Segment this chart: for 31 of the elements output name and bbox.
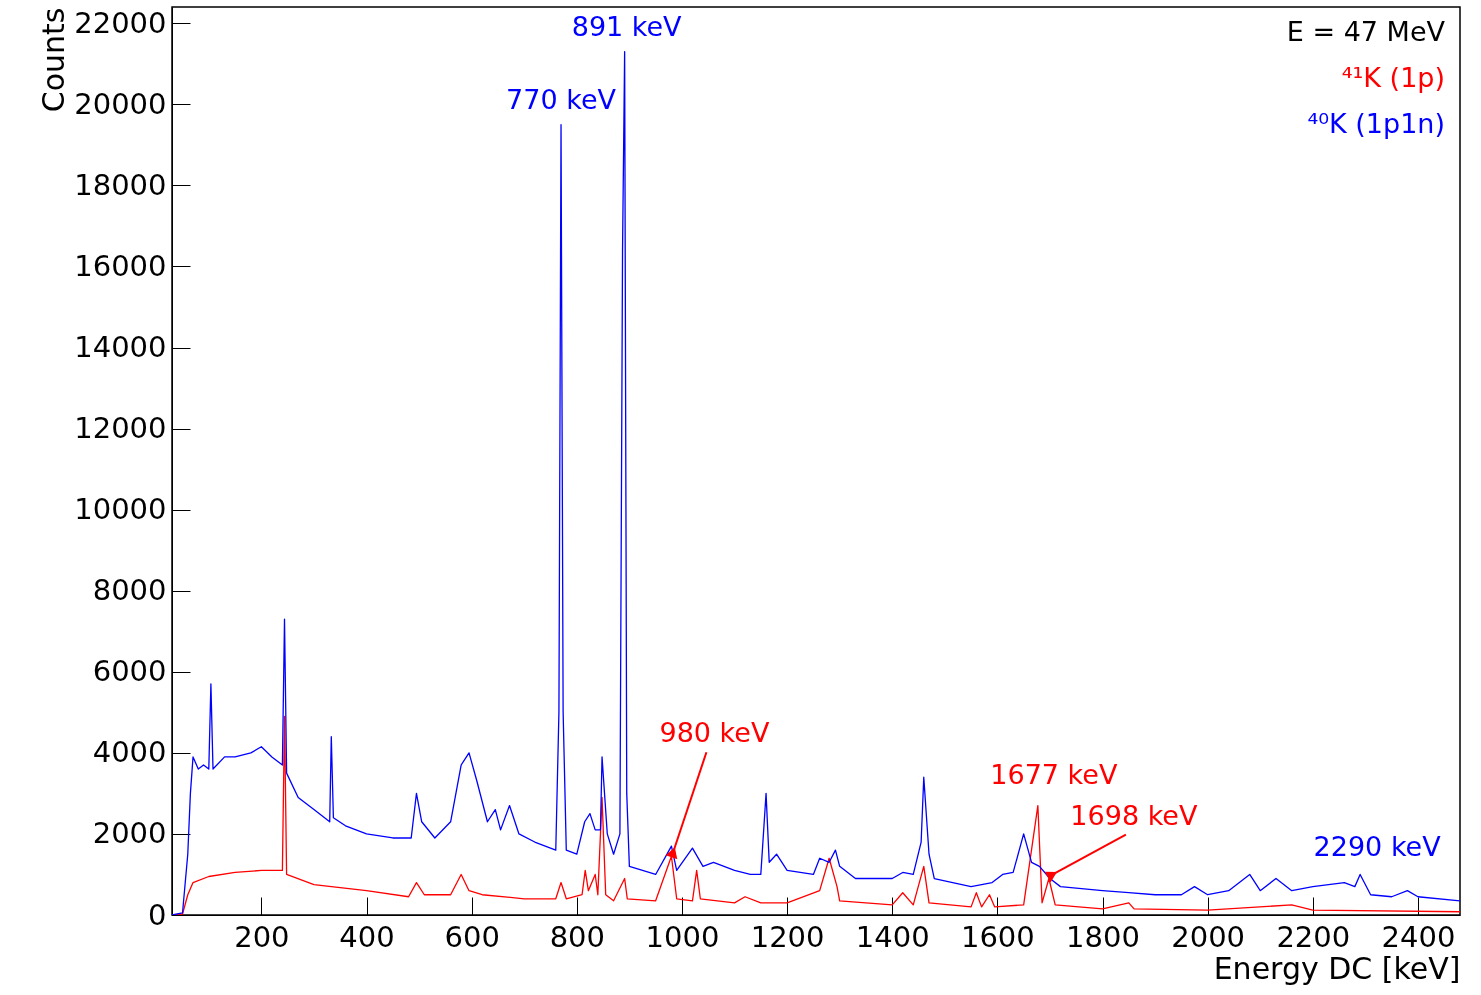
annotation: 1677 keV [990, 758, 1118, 790]
x-tick-label: 1800 [1066, 919, 1140, 954]
y-tick-label: 6000 [92, 654, 167, 689]
annotation: 1698 keV [1070, 799, 1198, 831]
x-tick-label: 200 [234, 919, 290, 954]
y-tick-label: 16000 [74, 248, 167, 283]
text: ⁴¹K (1p) [1341, 62, 1445, 93]
y-axis-title: Counts [36, 7, 72, 113]
y-tick-label: 0 [148, 897, 167, 932]
annotation: 980 keV [659, 717, 770, 749]
y-tick-label: 20000 [74, 86, 167, 121]
x-tick-label: 800 [549, 919, 605, 954]
x-tick-label: 400 [339, 919, 395, 954]
y-tick-label: 22000 [74, 5, 167, 40]
x-tick-label: 1000 [645, 919, 720, 954]
text: ⁴⁰K (1p1n) [1307, 108, 1445, 139]
y-tick-label: 14000 [74, 330, 167, 364]
annotation: E = 47 MeV [1286, 16, 1446, 47]
y-tick-label: 4000 [92, 735, 167, 770]
y-tick-label: 8000 [92, 573, 167, 608]
x-tick-label: 1400 [855, 919, 930, 954]
x-tick-label: 1600 [960, 919, 1035, 954]
annotation: 770 keV [506, 83, 617, 115]
y-tick-label: 12000 [74, 411, 167, 446]
x-tick-label: 1200 [750, 919, 825, 954]
y-tick-label: 18000 [74, 167, 167, 202]
y-tick-label: 2000 [92, 816, 167, 851]
annotation: 2290 keV [1313, 831, 1442, 863]
y-tick-label: 10000 [74, 492, 167, 527]
annotation: 891 keV [571, 10, 683, 42]
x-tick-label: 600 [444, 919, 500, 954]
